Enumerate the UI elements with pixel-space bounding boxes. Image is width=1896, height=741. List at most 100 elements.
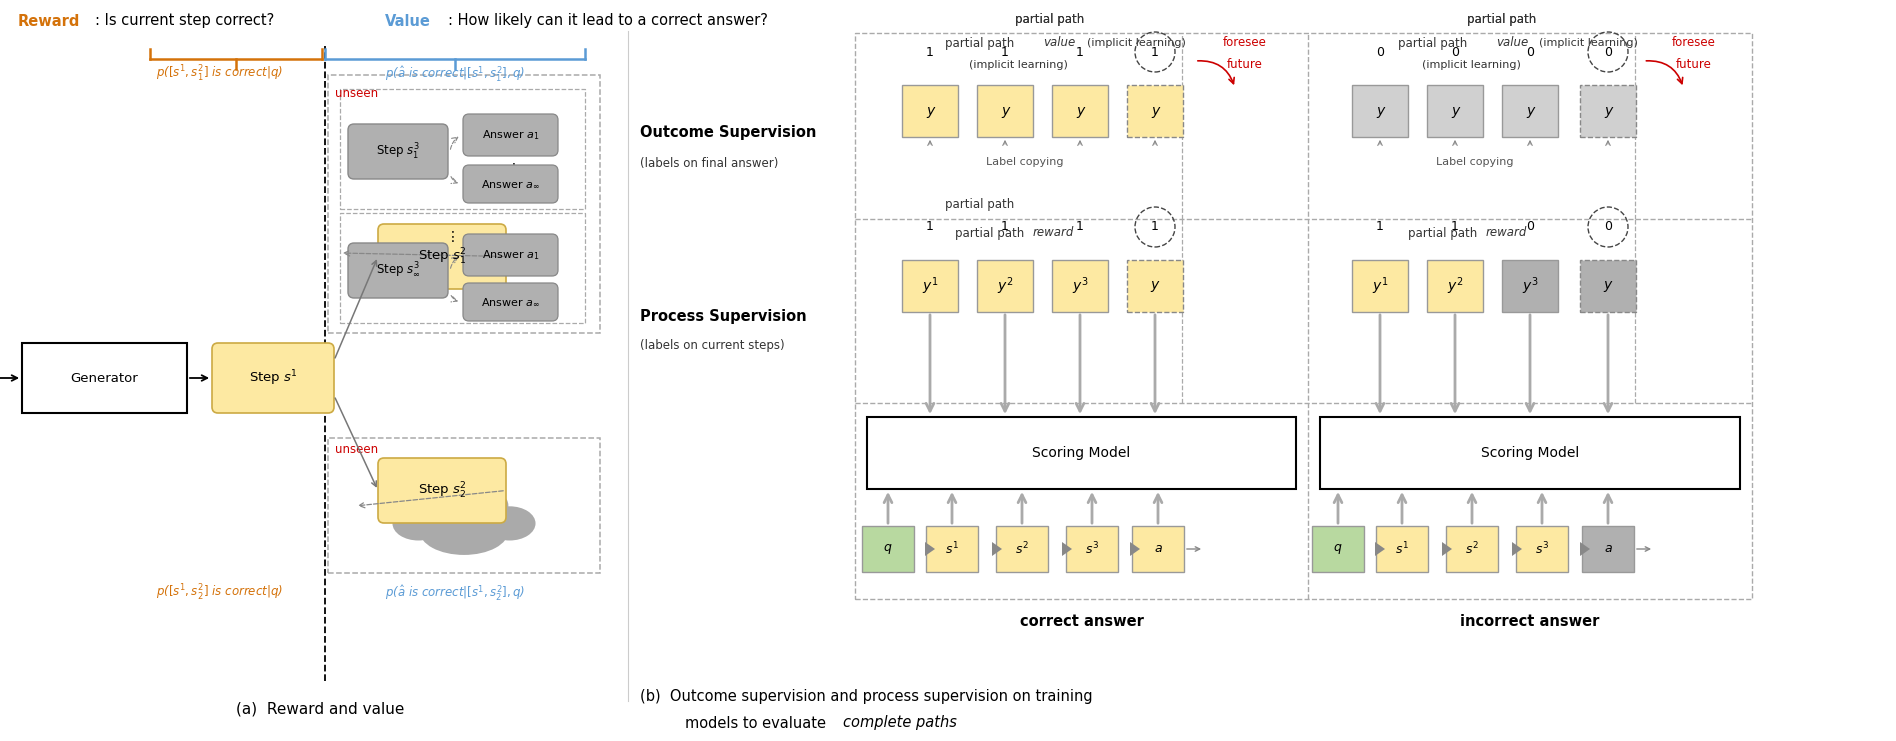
Text: correct answer: correct answer [1020,614,1143,628]
Text: 1: 1 [1001,45,1009,59]
Text: $y$: $y$ [1602,279,1613,293]
Text: : Is current step correct?: : Is current step correct? [95,13,284,28]
Text: partial path: partial path [956,227,1028,239]
Text: 0: 0 [1604,221,1612,233]
Text: partial path: partial path [1409,227,1481,239]
Text: partial path: partial path [946,36,1018,50]
FancyBboxPatch shape [1428,85,1483,137]
FancyBboxPatch shape [23,343,188,413]
Text: p($\hat{a}$ is correct$|[s^1, s_1^2], q$): p($\hat{a}$ is correct$|[s^1, s_1^2], q$… [385,64,525,84]
Text: y: y [1151,104,1158,118]
FancyBboxPatch shape [1428,260,1483,312]
Text: $q$: $q$ [884,542,893,556]
FancyBboxPatch shape [1579,260,1636,312]
Text: partial path: partial path [1468,13,1540,25]
Text: $y^3$: $y^3$ [1522,275,1538,297]
Text: $a$: $a$ [1153,542,1162,556]
FancyArrow shape [1121,542,1139,556]
FancyBboxPatch shape [995,526,1048,572]
Text: $s^3$: $s^3$ [1085,541,1100,557]
Text: Scoring Model: Scoring Model [1033,446,1130,460]
Text: p($\hat{a}$ is correct$|[s^1, s_2^2], q$): p($\hat{a}$ is correct$|[s^1, s_2^2], q$… [385,583,525,602]
Text: (implicit learning): (implicit learning) [969,60,1067,70]
Text: 1: 1 [1001,221,1009,233]
Text: $y^2$: $y^2$ [1447,275,1464,297]
FancyBboxPatch shape [377,458,506,523]
Text: partial path: partial path [1468,13,1540,25]
Text: Step $s^1$: Step $s^1$ [248,368,298,388]
Text: Outcome Supervision: Outcome Supervision [641,125,817,141]
FancyBboxPatch shape [1320,417,1741,489]
Text: partial path: partial path [1399,36,1471,50]
Text: foresee: foresee [1672,36,1716,50]
FancyBboxPatch shape [1447,526,1498,572]
FancyBboxPatch shape [1502,260,1559,312]
Text: (implicit learning): (implicit learning) [1422,60,1521,70]
Text: $\vdots$: $\vdots$ [506,161,516,176]
FancyBboxPatch shape [463,283,557,321]
Text: y: y [1526,104,1534,118]
Text: Reward: Reward [17,13,80,28]
Text: Answer $a_1$: Answer $a_1$ [482,128,538,142]
Text: Scoring Model: Scoring Model [1481,446,1579,460]
Text: 1: 1 [925,221,935,233]
Text: Label copying: Label copying [1437,157,1513,167]
Text: $y^3$: $y^3$ [1071,275,1088,297]
Text: $q$: $q$ [1333,542,1342,556]
Text: Step $s_1^2$: Step $s_1^2$ [417,247,466,267]
Text: p($[s^1, s_2^2]$ is correct$|q$): p($[s^1, s_2^2]$ is correct$|q$) [157,583,284,603]
Text: $s^2$: $s^2$ [1014,541,1030,557]
FancyBboxPatch shape [863,526,914,572]
FancyBboxPatch shape [463,114,557,156]
Text: 1: 1 [1077,45,1085,59]
Ellipse shape [392,506,444,540]
FancyBboxPatch shape [925,526,978,572]
Text: 1: 1 [1376,221,1384,233]
Text: (labels on current steps): (labels on current steps) [641,339,785,353]
Text: models to evaluate: models to evaluate [684,716,830,731]
Text: y: y [1604,104,1612,118]
FancyArrow shape [982,542,1001,556]
Text: (implicit learning): (implicit learning) [1086,38,1185,48]
Text: partial path: partial path [946,198,1018,211]
Text: future: future [1227,59,1263,71]
FancyArrow shape [1365,542,1384,556]
FancyBboxPatch shape [1502,85,1559,137]
FancyArrow shape [1502,542,1522,556]
Ellipse shape [419,489,466,522]
FancyBboxPatch shape [1066,526,1119,572]
Text: $\vdots$: $\vdots$ [506,281,516,296]
FancyBboxPatch shape [976,260,1033,312]
FancyBboxPatch shape [463,234,557,276]
Text: Process Supervision: Process Supervision [641,308,806,324]
FancyBboxPatch shape [1126,85,1183,137]
Text: $s^2$: $s^2$ [1466,541,1479,557]
Text: $s^3$: $s^3$ [1536,541,1549,557]
Text: : How likely can it lead to a correct answer?: : How likely can it lead to a correct an… [447,13,768,28]
Text: reward: reward [1033,227,1073,239]
Text: y: y [1075,104,1085,118]
Text: 0: 0 [1526,45,1534,59]
Text: $y^1$: $y^1$ [921,275,939,297]
Text: y: y [1450,104,1460,118]
FancyBboxPatch shape [1581,526,1634,572]
FancyArrow shape [916,542,935,556]
Text: partial path: partial path [1016,13,1088,25]
FancyBboxPatch shape [377,224,506,289]
Text: Step $s_2^2$: Step $s_2^2$ [417,480,466,501]
FancyBboxPatch shape [349,243,447,298]
Text: future: future [1676,59,1712,71]
Text: value: value [1043,36,1075,50]
Text: y: y [1376,104,1384,118]
Text: $s^1$: $s^1$ [944,541,959,557]
Text: 1: 1 [1077,221,1085,233]
Text: 0: 0 [1376,45,1384,59]
FancyBboxPatch shape [1517,526,1568,572]
Text: value: value [1496,36,1528,50]
Text: 0: 0 [1604,45,1612,59]
Text: (b)  Outcome supervision and process supervision on training: (b) Outcome supervision and process supe… [641,688,1092,703]
Text: Answer $a_\infty$: Answer $a_\infty$ [482,296,540,308]
Text: Label copying: Label copying [986,157,1064,167]
FancyBboxPatch shape [463,165,557,203]
FancyArrow shape [1431,542,1452,556]
